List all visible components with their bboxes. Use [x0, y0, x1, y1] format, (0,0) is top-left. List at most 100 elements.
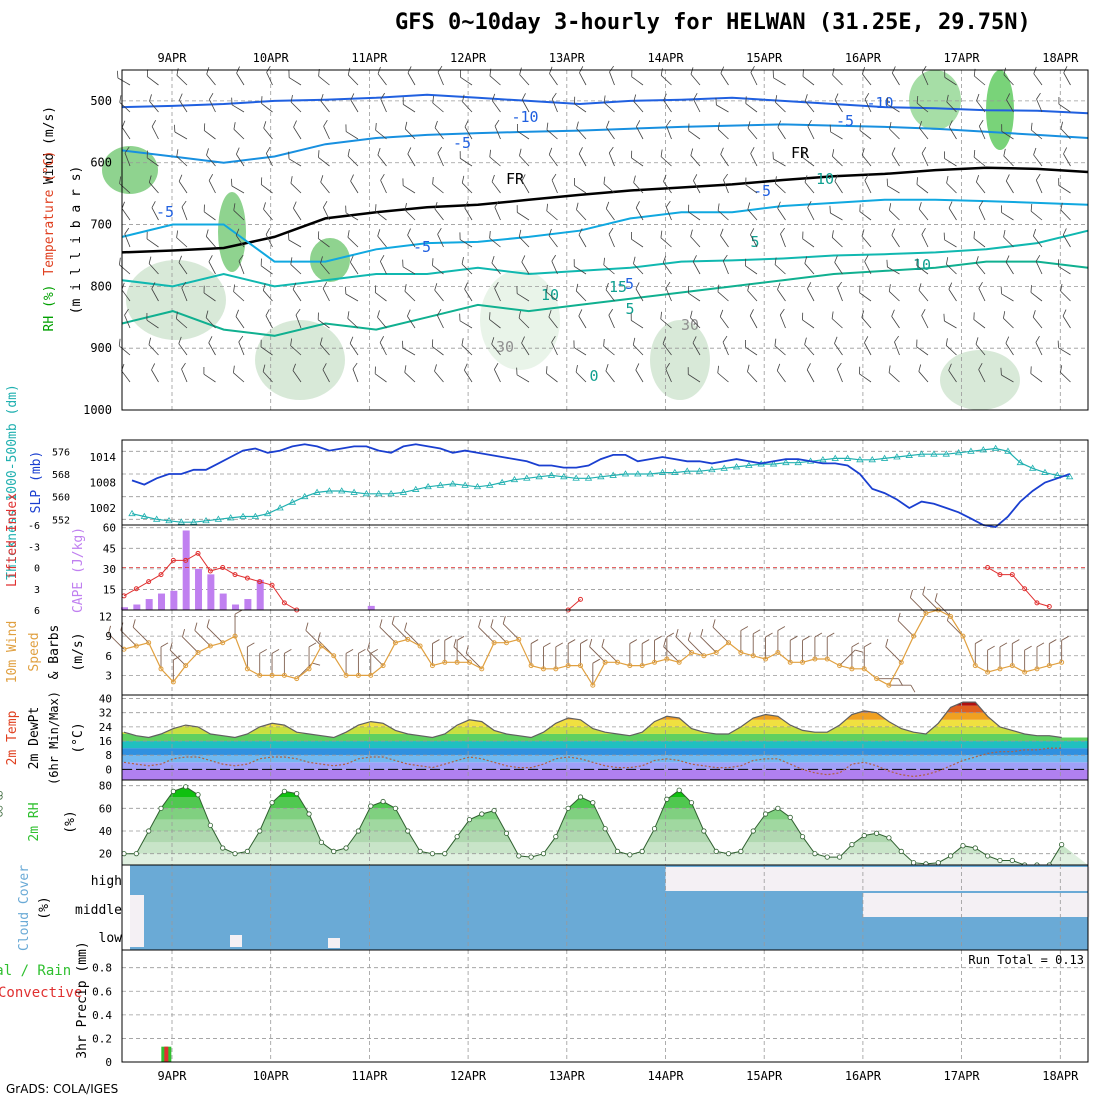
wind-barb-icon: [1060, 365, 1071, 383]
rh-marker: [232, 851, 238, 857]
wind-barb-icon: [320, 256, 330, 275]
wind-barb-flag: [690, 67, 694, 75]
wind-barb-staff: [179, 100, 188, 113]
wind-barb-icon: [660, 230, 672, 248]
wind-barb-flag: [635, 282, 640, 290]
wind-barb-staff: [108, 633, 125, 650]
thickness-marker: [1004, 447, 1012, 454]
wind-barb-staff: [608, 152, 615, 167]
rh-marker: [0, 791, 3, 797]
wind-barb-flag: [233, 365, 235, 373]
wind-speed-marker: [417, 643, 423, 649]
wind-barb-staff: [862, 73, 872, 86]
wind-barb-icon: [1005, 255, 1014, 275]
wind-barb-flag: [946, 94, 949, 103]
wind-barb-icon: [693, 174, 701, 194]
wind-barb-flag: [745, 177, 747, 185]
ylabel-precip: 3hr Precip (mm): [75, 941, 90, 1058]
wind-barb-icon: [176, 230, 188, 248]
cloud-low-clear: [130, 895, 144, 947]
wind-barb-staff: [693, 180, 701, 194]
wind-barb-staff: [121, 370, 131, 383]
wind-barb-flag: [633, 94, 637, 102]
wind-barb-flag: [261, 96, 263, 104]
wind-barb-staff: [575, 290, 587, 302]
wind-barb-staff: [203, 292, 216, 302]
wind-barb-flag: [293, 120, 297, 128]
wind-barb-staff: [722, 260, 729, 275]
thickness-marker: [1016, 458, 1025, 466]
wind-barb-icon: [576, 121, 587, 140]
slp-tick-label: 1014: [90, 451, 117, 464]
wind-barb-staff: [260, 265, 273, 275]
ylabel-wind: Wind (m/s): [42, 106, 57, 184]
wind-barb-icon: [407, 147, 416, 167]
wind-barb-flag: [675, 629, 679, 638]
thickness-marker: [165, 516, 173, 524]
contour-label: 15: [609, 278, 627, 296]
wind-barb-flag: [834, 255, 838, 263]
wind-barb-icon: [779, 308, 786, 329]
wind-barb-flag: [978, 281, 983, 289]
wind-barb-staff: [208, 342, 216, 356]
wind-barb-icon: [323, 119, 330, 140]
wind-barb-staff: [148, 344, 159, 356]
wind-barb-icon: [859, 366, 872, 383]
thickness-marker: [782, 458, 790, 466]
wind-barb-flag: [687, 632, 691, 641]
wind-speed-marker: [503, 640, 509, 646]
wind-barb-flag: [1030, 203, 1033, 212]
wind-barb-flag: [290, 94, 293, 103]
wind-barb-staff: [263, 209, 273, 221]
rh-marker: [873, 830, 880, 836]
cape-tick-label: 30: [103, 563, 116, 576]
wind-barb-flag: [546, 203, 548, 212]
temp-band: [122, 705, 1088, 713]
wind-barb-staff: [804, 344, 815, 356]
wind-barb-flag: [592, 658, 601, 664]
thickness-tick-label: 568: [52, 470, 70, 481]
wind-barb-staff: [802, 319, 815, 329]
wind-barb-flag: [837, 281, 842, 289]
wind-barb-icon: [521, 336, 530, 356]
wind-barb-icon: [717, 284, 729, 302]
wind-barb-staff: [889, 128, 900, 140]
wind-barb-icon: [1035, 254, 1043, 275]
temp-band: [122, 695, 1088, 699]
thickness-tick-label: 576: [52, 447, 70, 458]
wind-barb-staff: [147, 76, 159, 86]
wind-barb-flag: [635, 201, 640, 208]
wind-barb-icon: [1063, 147, 1071, 167]
wind-barb-staff: [546, 129, 558, 140]
wind-barb-staff: [233, 210, 245, 221]
rh-marker: [392, 805, 399, 811]
wind-barb-icon: [263, 202, 273, 221]
rh-shading: [940, 350, 1020, 410]
wind-barb-icon: [434, 120, 444, 140]
thickness-marker: [510, 475, 519, 483]
rh-band: [122, 786, 1088, 797]
thickness-marker: [473, 482, 482, 490]
wind-barb-flag: [489, 149, 491, 158]
wind-speed-marker: [183, 663, 189, 669]
x-tick-label-top: 11APR: [351, 51, 388, 65]
wind-barb-icon: [717, 122, 729, 140]
wind-barb-staff: [233, 372, 245, 383]
wind-barb-flag: [233, 122, 236, 130]
wind-barb-flag: [437, 146, 442, 154]
wind-barb-icon: [489, 230, 501, 248]
temp-band: [122, 762, 1088, 770]
rh-marker: [750, 828, 756, 834]
wind-barb-icon: [238, 254, 245, 275]
wind-barb-staff: [978, 288, 986, 302]
ylabel-temp-units: (°C): [71, 722, 86, 753]
wind-barb-icon: [402, 178, 416, 194]
wind-barb-icon: [203, 204, 216, 221]
thickness-marker: [264, 509, 272, 517]
wind-speed-marker: [738, 650, 744, 655]
wind-barb-staff: [692, 261, 701, 275]
dewpoint-line: [123, 747, 1062, 778]
wind-barb-flag: [124, 146, 130, 154]
wind-barb-icon: [666, 119, 672, 140]
wind-barb-icon: [176, 68, 188, 86]
